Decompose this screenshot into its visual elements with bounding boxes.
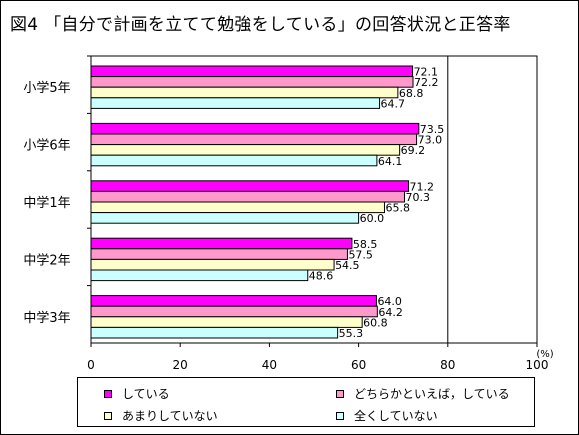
- value-label: 60.0: [360, 212, 385, 225]
- value-label: 48.6: [309, 270, 334, 283]
- bar: [90, 122, 420, 135]
- bar: [90, 154, 378, 167]
- bar: [90, 201, 385, 214]
- value-label: 64.1: [378, 155, 403, 168]
- category-label: 中学3年: [23, 310, 70, 326]
- legend-swatch: [104, 389, 112, 398]
- value-label: 57.5: [348, 248, 373, 261]
- legend-label: どちらかといえば，している: [354, 387, 510, 401]
- bar: [90, 76, 414, 88]
- value-label: 54.5: [335, 259, 360, 272]
- legend-label: 全くしていない: [354, 409, 438, 423]
- value-label: 71.2: [410, 180, 435, 193]
- x-tick-label: 80: [440, 358, 455, 372]
- value-label: 70.3: [406, 191, 431, 204]
- bar: [90, 326, 339, 339]
- chart-title: 図4 「自分で計画を立てて勉強をしている」の回答状況と正答率: [10, 15, 511, 35]
- bar: [90, 269, 309, 282]
- bar: [90, 295, 377, 307]
- value-label: 58.5: [353, 238, 378, 251]
- legend-label: あまりしていない: [122, 409, 218, 423]
- legend-swatch: [336, 411, 344, 420]
- value-label: 73.0: [418, 134, 443, 147]
- category-label: 小学6年: [23, 138, 70, 154]
- bar: [90, 144, 401, 156]
- value-label: 65.8: [385, 202, 410, 215]
- bar: [90, 97, 381, 109]
- value-label: 69.2: [401, 144, 426, 157]
- value-label: 55.3: [339, 327, 364, 340]
- value-label: 60.8: [363, 316, 388, 329]
- value-label: 72.2: [414, 76, 439, 89]
- category-label: 小学5年: [23, 80, 70, 96]
- value-label: 72.1: [414, 66, 439, 79]
- legend-item: している: [104, 385, 170, 402]
- legend-item: あまりしていない: [104, 407, 218, 424]
- bar: [90, 258, 335, 271]
- category-label: 中学1年: [23, 195, 70, 211]
- category-label: 中学2年: [23, 252, 70, 268]
- x-tick-label: 100: [526, 358, 549, 372]
- bar: [90, 65, 414, 78]
- bar: [90, 86, 399, 99]
- unit-label: (%): [536, 349, 553, 360]
- bar: [90, 133, 418, 146]
- x-tick-label: 20: [173, 358, 188, 372]
- bar: [90, 180, 410, 192]
- x-tick-label: 40: [262, 358, 277, 372]
- legend-label: している: [122, 387, 170, 401]
- legend-swatch: [336, 389, 344, 398]
- value-label: 64.2: [378, 306, 403, 319]
- value-label: 64.0: [377, 295, 402, 308]
- bar: [90, 237, 353, 250]
- x-tick-label: 0: [87, 358, 95, 372]
- value-label: 68.8: [399, 87, 424, 100]
- bar: [90, 305, 378, 318]
- bar: [90, 248, 348, 260]
- legend-swatch: [104, 411, 112, 420]
- legend-item: どちらかといえば，している: [336, 385, 510, 402]
- value-label: 64.7: [381, 97, 406, 110]
- bar: [90, 190, 406, 203]
- legend: している どちらかといえば，しているあまりしていない 全くしていない: [77, 377, 535, 427]
- x-tick-label: 60: [351, 358, 366, 372]
- legend-item: 全くしていない: [336, 407, 438, 424]
- value-label: 73.5: [420, 123, 445, 136]
- bar: [90, 212, 360, 224]
- bar: [90, 316, 363, 328]
